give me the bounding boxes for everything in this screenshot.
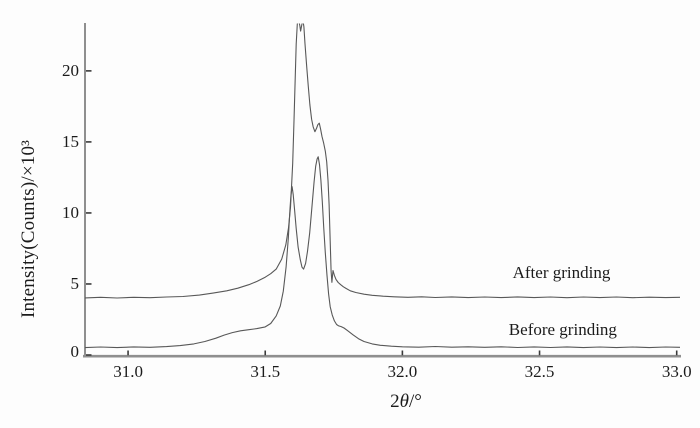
series-label-before-grinding: Before grinding xyxy=(508,319,617,339)
x-axis-title-unit: /° xyxy=(408,391,422,412)
x-axis-title-prefix: 2 xyxy=(390,391,400,412)
x-tick-label: 33.0 xyxy=(661,362,692,381)
theta-symbol: θ xyxy=(399,391,409,412)
x-tick-label: 32.5 xyxy=(524,362,555,381)
y-tick-label: 5 xyxy=(70,273,80,293)
x-tick-label: 32.0 xyxy=(387,362,418,381)
y-tick-label: 15 xyxy=(62,131,79,151)
y-axis-title: Intensity(Counts)/×10³ xyxy=(18,139,39,319)
curve-before-grinding xyxy=(84,156,681,349)
x-tick-label: 31.5 xyxy=(250,362,281,381)
x-tick-label: 31.0 xyxy=(113,362,143,381)
y-tick-label: 10 xyxy=(62,202,79,222)
y-tick-label: 20 xyxy=(62,60,79,80)
x-axis-title: 2θ/° xyxy=(390,391,422,413)
y-tick-label: 0 xyxy=(70,342,80,361)
series-label-after-grinding: After grinding xyxy=(512,263,611,283)
curve-after-grinding xyxy=(84,23,681,299)
